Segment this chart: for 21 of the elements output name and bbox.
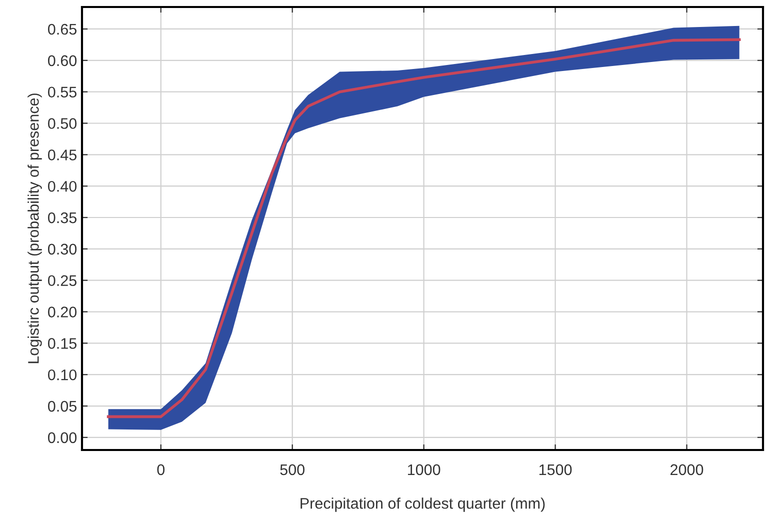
x-axis-title: Precipitation of coldest quarter (mm): [300, 498, 545, 512]
y-tick-label: 0.10: [48, 369, 77, 380]
y-axis-title: Logistirc output (probability of presence): [28, 94, 42, 364]
y-tick-label: 0.25: [48, 275, 76, 286]
y-tick-label: 0.55: [48, 86, 76, 98]
y-tick-label: 0.00: [48, 432, 77, 444]
x-tick-label: 1000: [408, 464, 440, 476]
y-tick-label: 0.05: [48, 400, 76, 412]
x-tick-label: 500: [280, 464, 304, 476]
y-tick-label: 0.45: [48, 150, 76, 160]
y-tick-label: 0.30: [48, 244, 77, 255]
y-tick-label: 0.40: [48, 180, 77, 192]
x-tick-label: 2000: [670, 464, 704, 476]
y-tick-label: 0.50: [48, 118, 77, 129]
y-tick-label: 0.60: [48, 55, 77, 66]
y-tick-label: 0.35: [48, 212, 76, 224]
y-tick-label: 0.65: [48, 24, 76, 35]
y-tick-label: 0.20: [48, 306, 77, 318]
x-tick-label: 0: [157, 464, 165, 476]
y-tick-label: 0.15: [48, 338, 76, 349]
x-tick-label: 1500: [539, 464, 572, 476]
